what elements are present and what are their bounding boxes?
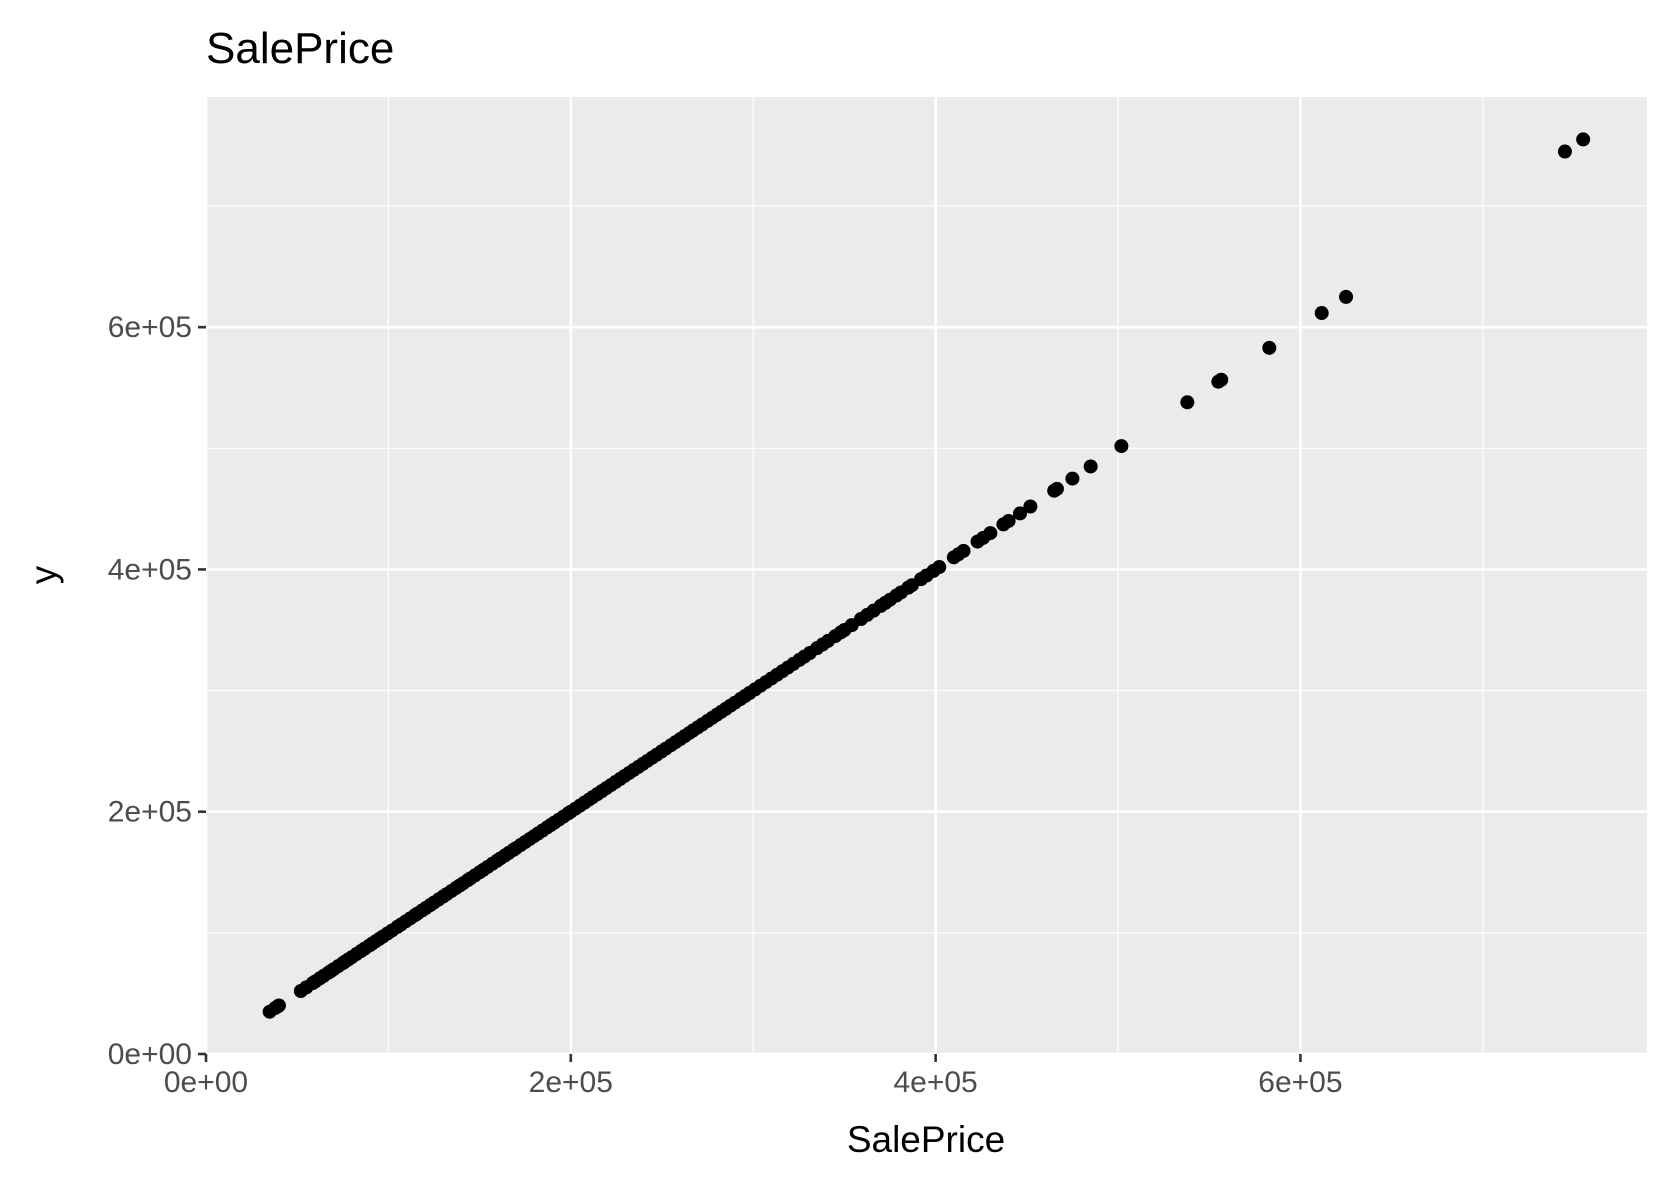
data-point bbox=[1065, 471, 1080, 486]
x-axis-title: SalePrice bbox=[847, 1119, 1005, 1160]
y-tick-label: 4e+05 bbox=[108, 553, 192, 586]
data-point bbox=[1180, 395, 1195, 410]
data-point bbox=[1314, 306, 1329, 321]
x-tick-label: 6e+05 bbox=[1258, 1066, 1342, 1099]
data-point bbox=[1576, 132, 1591, 147]
x-tick-label: 0e+00 bbox=[164, 1066, 248, 1099]
x-tick-label: 2e+05 bbox=[529, 1066, 613, 1099]
data-point bbox=[956, 543, 971, 558]
data-point bbox=[1339, 289, 1354, 304]
data-point bbox=[932, 560, 947, 575]
chart-title: SalePrice bbox=[206, 24, 394, 73]
data-point bbox=[271, 998, 286, 1013]
x-tick-label: 4e+05 bbox=[893, 1066, 977, 1099]
data-point bbox=[1083, 459, 1098, 474]
data-point bbox=[1013, 506, 1028, 521]
y-tick-label: 2e+05 bbox=[108, 796, 192, 829]
data-point bbox=[983, 526, 998, 541]
data-point bbox=[1214, 372, 1229, 387]
y-axis-title: y bbox=[23, 565, 64, 584]
data-point bbox=[1001, 513, 1016, 528]
data-point bbox=[1557, 144, 1572, 159]
data-point bbox=[1262, 340, 1277, 355]
data-point bbox=[1049, 481, 1064, 496]
data-points bbox=[262, 132, 1591, 1019]
tick-labels: 0e+00 2e+05 4e+05 6e+05 0e+00 2e+05 4e+05 6e+05 bbox=[108, 311, 1343, 1099]
y-tick-label: 0e+00 bbox=[108, 1038, 192, 1071]
axis-ticks bbox=[198, 325, 1302, 1062]
data-point bbox=[1114, 439, 1129, 454]
data-point bbox=[1023, 499, 1038, 514]
y-tick-label: 6e+05 bbox=[108, 311, 192, 344]
